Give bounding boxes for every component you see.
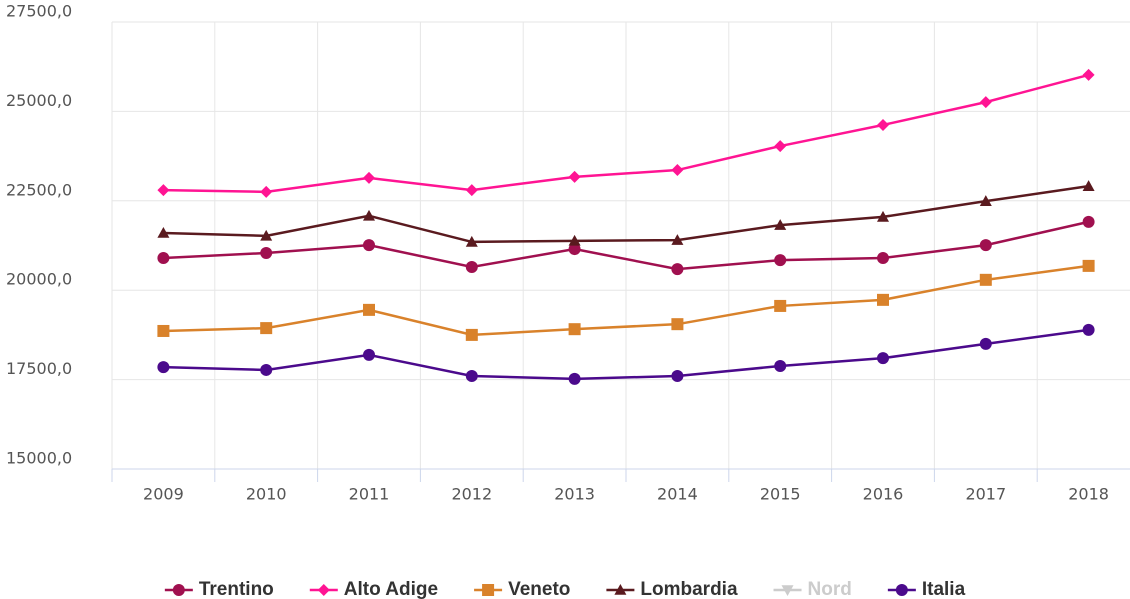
data-point: [363, 239, 375, 252]
data-point: [774, 299, 787, 312]
data-point: [1082, 259, 1095, 272]
data-point: [877, 352, 889, 365]
x-tick-label: 2010: [246, 485, 287, 504]
x-tick-label: 2017: [965, 485, 1006, 504]
data-point: [260, 247, 273, 260]
data-point: [979, 337, 992, 350]
series-line: [163, 328, 1089, 381]
legend-marker: [317, 584, 330, 596]
data-point: [363, 303, 375, 316]
y-tick-label: 25000,0: [6, 91, 72, 110]
data-point: [774, 219, 787, 230]
legend: Trentino Alto Adige Veneto Lombardia Nord Ita…: [164, 579, 966, 599]
data-point: [979, 239, 992, 252]
data-point: [1082, 323, 1095, 336]
data-point: [157, 184, 170, 197]
data-point: [260, 363, 273, 376]
data-point: [363, 171, 375, 184]
data-point: [568, 323, 581, 336]
data-point: [1082, 180, 1095, 191]
legend-marker: [172, 584, 185, 596]
series-line: [163, 73, 1089, 194]
legend-marker: [781, 585, 794, 596]
data-point: [465, 370, 478, 383]
legend-marker: [895, 584, 908, 596]
data-point: [157, 361, 170, 374]
x-tick-label: 2014: [657, 485, 698, 504]
legend-label: Nord: [808, 579, 852, 599]
legend-label: Italia: [922, 579, 966, 599]
legend-marker: [482, 584, 495, 596]
series-line: [163, 264, 1089, 337]
series-line: [163, 220, 1089, 271]
data-point: [671, 318, 684, 331]
data-point: [260, 185, 273, 198]
data-point: [568, 170, 581, 183]
x-tick-label: 2012: [451, 485, 492, 504]
data-point: [877, 118, 889, 131]
data-point: [465, 235, 478, 247]
legend-label: Lombardia: [640, 579, 738, 599]
y-tick-label: 20000,0: [6, 270, 72, 289]
data-point: [1082, 68, 1095, 81]
data-point: [568, 234, 581, 246]
y-tick-label: 27500,0: [6, 2, 72, 21]
legend-label: Alto Adige: [344, 579, 438, 599]
data-point: [671, 164, 684, 177]
data-point: [979, 273, 992, 286]
data-point: [1082, 215, 1095, 228]
data-point: [260, 229, 273, 241]
data-point: [671, 234, 684, 245]
data-point: [877, 293, 889, 306]
data-point: [671, 263, 684, 276]
data-point: [774, 254, 787, 267]
data-point: [465, 260, 478, 273]
data-point: [877, 252, 889, 265]
x-tick-label: 2016: [863, 485, 904, 504]
data-point: [979, 96, 992, 109]
legend-label: Trentino: [199, 579, 274, 599]
data-point: [157, 324, 170, 337]
data-point: [568, 372, 581, 385]
data-point: [774, 140, 787, 153]
y-tick-label: 17500,0: [6, 359, 72, 378]
data-point: [979, 195, 992, 206]
legend-label: Veneto: [508, 579, 570, 599]
data-point: [465, 184, 478, 197]
x-tick-label: 2015: [760, 485, 801, 504]
data-point: [877, 210, 889, 222]
data-point: [465, 328, 478, 341]
data-point: [568, 243, 581, 256]
x-tick-label: 2018: [1068, 485, 1109, 504]
legend-marker: [614, 584, 627, 595]
data-point: [260, 322, 273, 335]
data-point: [157, 252, 170, 265]
series-line: [163, 184, 1089, 244]
x-tick-label: 2013: [554, 485, 595, 504]
data-point: [774, 360, 787, 373]
y-tick-label: 15000,0: [6, 449, 72, 468]
data-point: [363, 348, 375, 361]
data-point: [157, 226, 170, 238]
data-point: [363, 209, 375, 221]
x-tick-label: 2011: [349, 485, 390, 504]
data-point: [671, 370, 684, 383]
x-tick-label: 2009: [143, 485, 184, 504]
y-tick-label: 22500,0: [6, 180, 72, 199]
